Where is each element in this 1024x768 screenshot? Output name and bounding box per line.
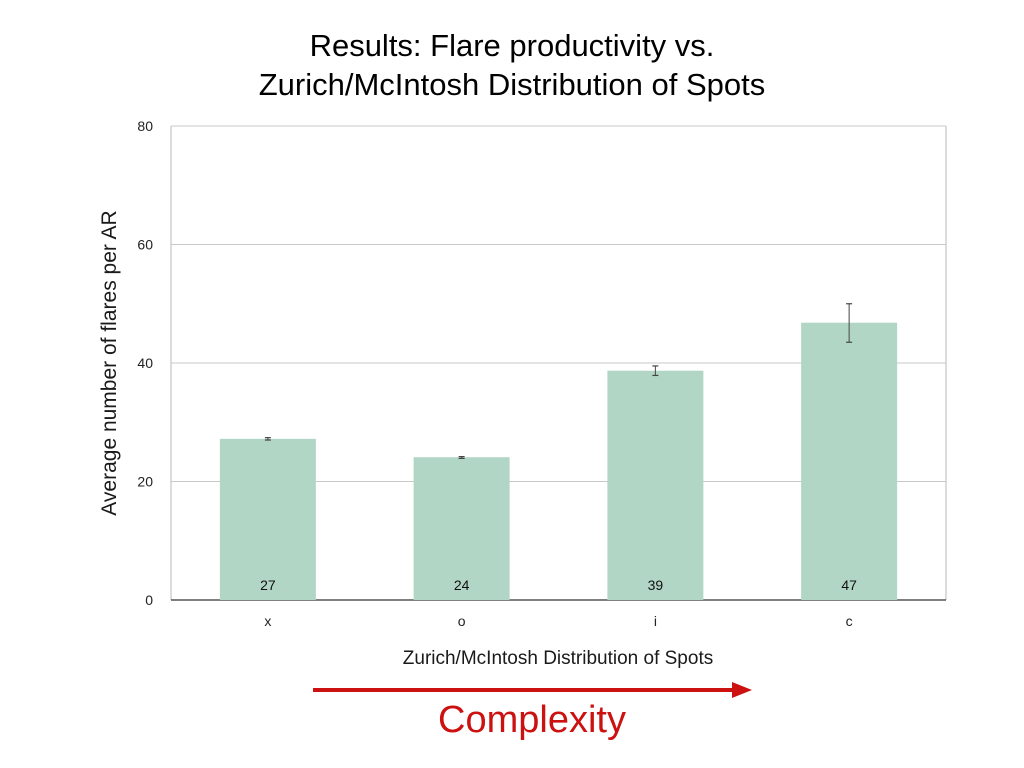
error-bar: [846, 303, 853, 343]
y-tick-label: 20: [137, 474, 153, 490]
y-tick-label: 80: [137, 118, 153, 134]
y-axis-title: Average number of flares per AR: [98, 210, 121, 515]
complexity-label: Complexity: [438, 699, 626, 741]
data-label: 39: [648, 577, 664, 593]
y-tick-labels: 0 20 40 60 80: [137, 118, 153, 608]
complexity-arrow-head: [732, 682, 752, 698]
complexity-arrow: [313, 682, 752, 698]
y-tick-label: 60: [137, 237, 153, 253]
error-bars: [264, 303, 853, 459]
bar: [607, 370, 704, 600]
x-tick-label: c: [846, 613, 853, 629]
data-label: 27: [260, 577, 276, 593]
bar: [801, 322, 898, 600]
x-tick-label: i: [654, 613, 657, 629]
y-tick-label: 40: [137, 355, 153, 371]
x-tick-label: o: [458, 613, 466, 629]
bars: [219, 322, 898, 600]
error-bar: [458, 456, 465, 459]
slide-title: Results: Flare productivity vs. Zurich/M…: [0, 26, 1024, 104]
y-tick-label: 0: [145, 592, 153, 608]
error-bar: [652, 365, 659, 377]
bar: [413, 457, 510, 600]
x-axis-title: Zurich/McIntosh Distribution of Spots: [403, 648, 713, 669]
data-label: 47: [841, 577, 857, 593]
data-labels: 27 24 39 47: [260, 577, 857, 593]
data-label: 24: [454, 577, 470, 593]
error-bar: [264, 437, 271, 441]
x-tick-label: x: [264, 613, 271, 629]
slide-title-line-1: Results: Flare productivity vs.: [309, 28, 715, 63]
bar: [219, 438, 316, 600]
slide-title-line-2: Zurich/McIntosh Distribution of Spots: [258, 67, 766, 102]
